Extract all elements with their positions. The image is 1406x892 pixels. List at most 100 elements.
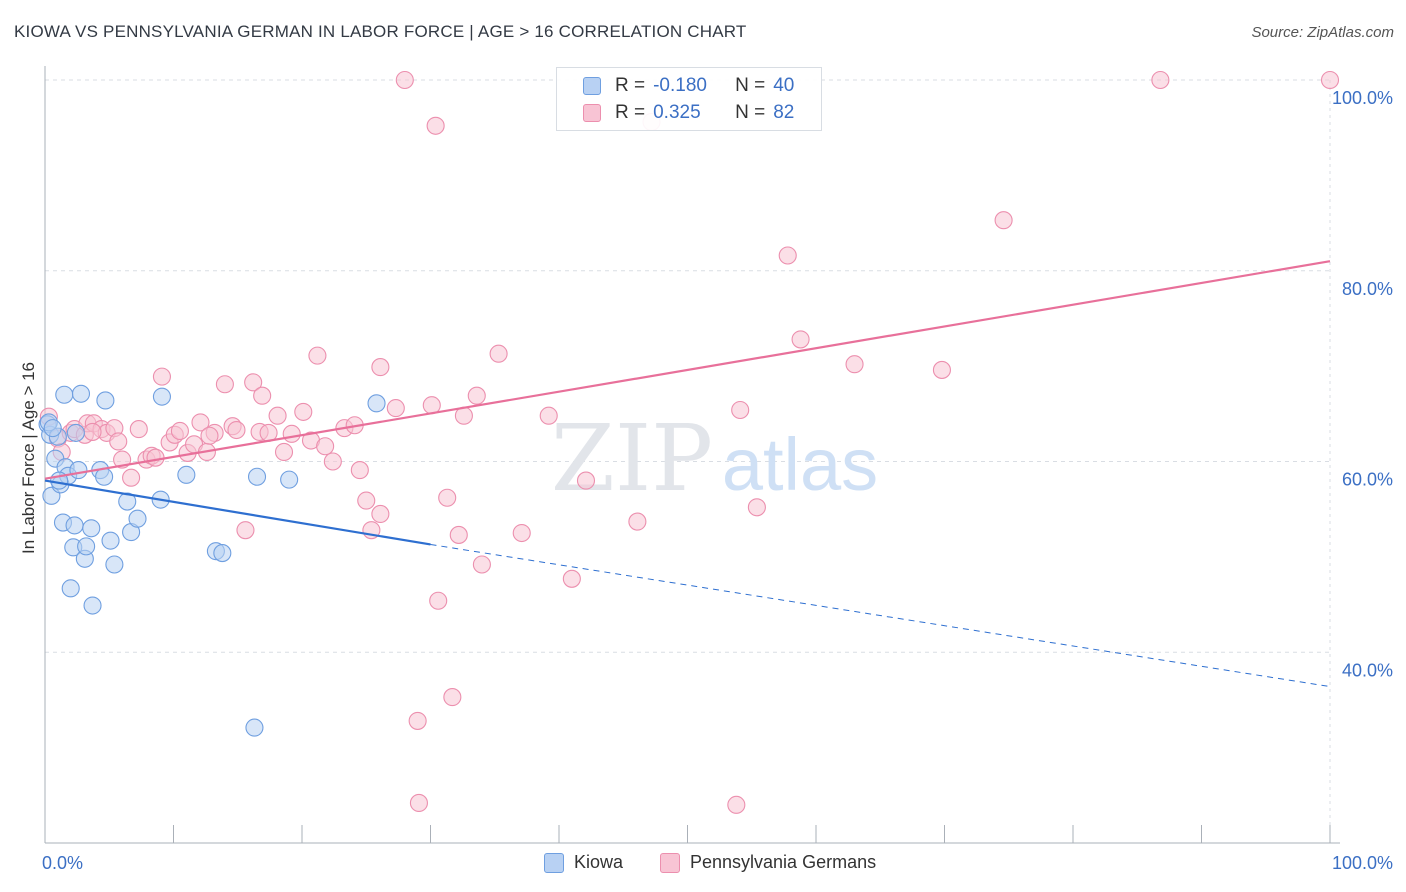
pg-point [316,437,335,456]
series-legend: Kiowa Pennsylvania Germans [0,852,1406,878]
kiowa-legend-swatch [544,852,564,873]
kiowa-point [83,596,102,615]
kiowa-point [367,394,386,413]
legend-r-label: R = [615,102,646,123]
pg-point [244,373,263,392]
pg-point [350,461,369,480]
pg-legend-label: Pennsylvania Germans [690,852,877,872]
kiowa-point [213,544,232,563]
kiowa-point [101,531,120,550]
pg-r-value: 0.325 [653,102,701,123]
kiowa-n-value: 40 [773,75,795,96]
pg-point [778,246,797,265]
legend-item-pg: Pennsylvania Germans [660,852,876,873]
pg-point [845,355,864,374]
kiowa-point [61,579,80,598]
watermark-atlas: atlas [722,423,878,506]
pg-point [472,555,491,574]
kiowa-point [43,419,62,438]
pg-point [170,421,189,441]
kiowa-point [71,384,91,403]
kiowa-point [65,516,84,535]
pg-point [512,523,531,543]
pg-point [122,468,141,487]
pg-point [791,330,810,349]
pg-point [1320,70,1340,90]
pg-point [1151,70,1170,90]
pg-point [467,386,486,405]
pg-point [371,504,390,524]
pg-point [489,344,508,363]
legend-row-pg: R = 0.325 N = 82 [583,100,794,126]
pg-point [409,793,428,812]
pg-point [146,448,165,467]
y-tick-label: 80.0% [1342,279,1393,299]
kiowa-swatch [583,77,601,95]
x-tick-label: 100.0% [1332,853,1393,873]
kiowa-point [177,465,196,484]
kiowa-point [118,492,137,511]
legend-n-label: N = [735,102,766,123]
kiowa-point [247,467,267,486]
pg-point [323,452,342,471]
kiowa-point [66,423,85,442]
kiowa-point [69,461,88,480]
pg-point [562,569,581,588]
kiowa-point [95,467,114,486]
pg-point [932,360,951,379]
pg-swatch [583,104,601,122]
pg-point [628,512,647,531]
legend-item-kiowa: Kiowa [544,852,623,873]
pg-point [253,386,272,405]
pg-point [429,591,448,610]
pg-point [129,420,148,439]
correlation-legend: R = -0.180 N = 40 R = 0.325 N = 82 [556,67,822,131]
pg-point [268,406,287,425]
watermark: ZIP atlas [551,405,878,512]
pg-point [191,413,210,432]
pg-point [274,442,294,462]
legend-n-label: N = [735,75,766,96]
kiowa-point [96,391,115,410]
kiowa-point [105,555,124,574]
pg-point [152,367,171,386]
pg-point [408,711,427,730]
axes: 40.0% 60.0% 80.0% 100.0% 0.0% 100.0% [42,66,1393,873]
kiowa-legend-label: Kiowa [574,852,624,872]
pg-point [109,432,128,451]
pg-point [747,498,766,517]
y-tick-label: 40.0% [1342,660,1393,680]
legend-row-kiowa: R = -0.180 N = 40 [583,73,794,99]
y-tick-label: 60.0% [1342,470,1393,490]
pg-point [308,346,327,365]
chart-title: KIOWA VS PENNSYLVANIA GERMAN IN LABOR FO… [14,22,747,41]
pg-n-value: 82 [773,102,795,123]
pg-point [282,424,301,443]
source-label: Source: ZipAtlas.com [1251,24,1394,41]
legend-r-label: R = [615,75,646,96]
kiowa-trend-extension [430,543,1331,688]
pg-point [727,795,746,814]
pg-point [83,422,102,441]
kiowa-point [152,387,171,406]
pg-point [449,525,468,544]
pg-point [200,426,219,445]
pg-point [576,471,596,490]
pg-point [395,70,414,90]
kiowa-point [128,509,147,528]
kiowa-point [280,470,299,489]
kiowa-point [55,385,74,404]
watermark-zip: ZIP [551,405,713,512]
kiowa-point [82,519,101,538]
kiowa-trend-line [44,479,431,546]
pg-point [994,211,1013,230]
kiowa-point [77,537,96,556]
y-tick-label: 100.0% [1332,88,1393,108]
pg-point [438,488,457,507]
kiowa-r-value: -0.180 [653,75,707,96]
pg-trend-line [44,260,1331,480]
pg-point [236,521,255,540]
pg-point [227,420,246,440]
pg-point [215,375,234,394]
